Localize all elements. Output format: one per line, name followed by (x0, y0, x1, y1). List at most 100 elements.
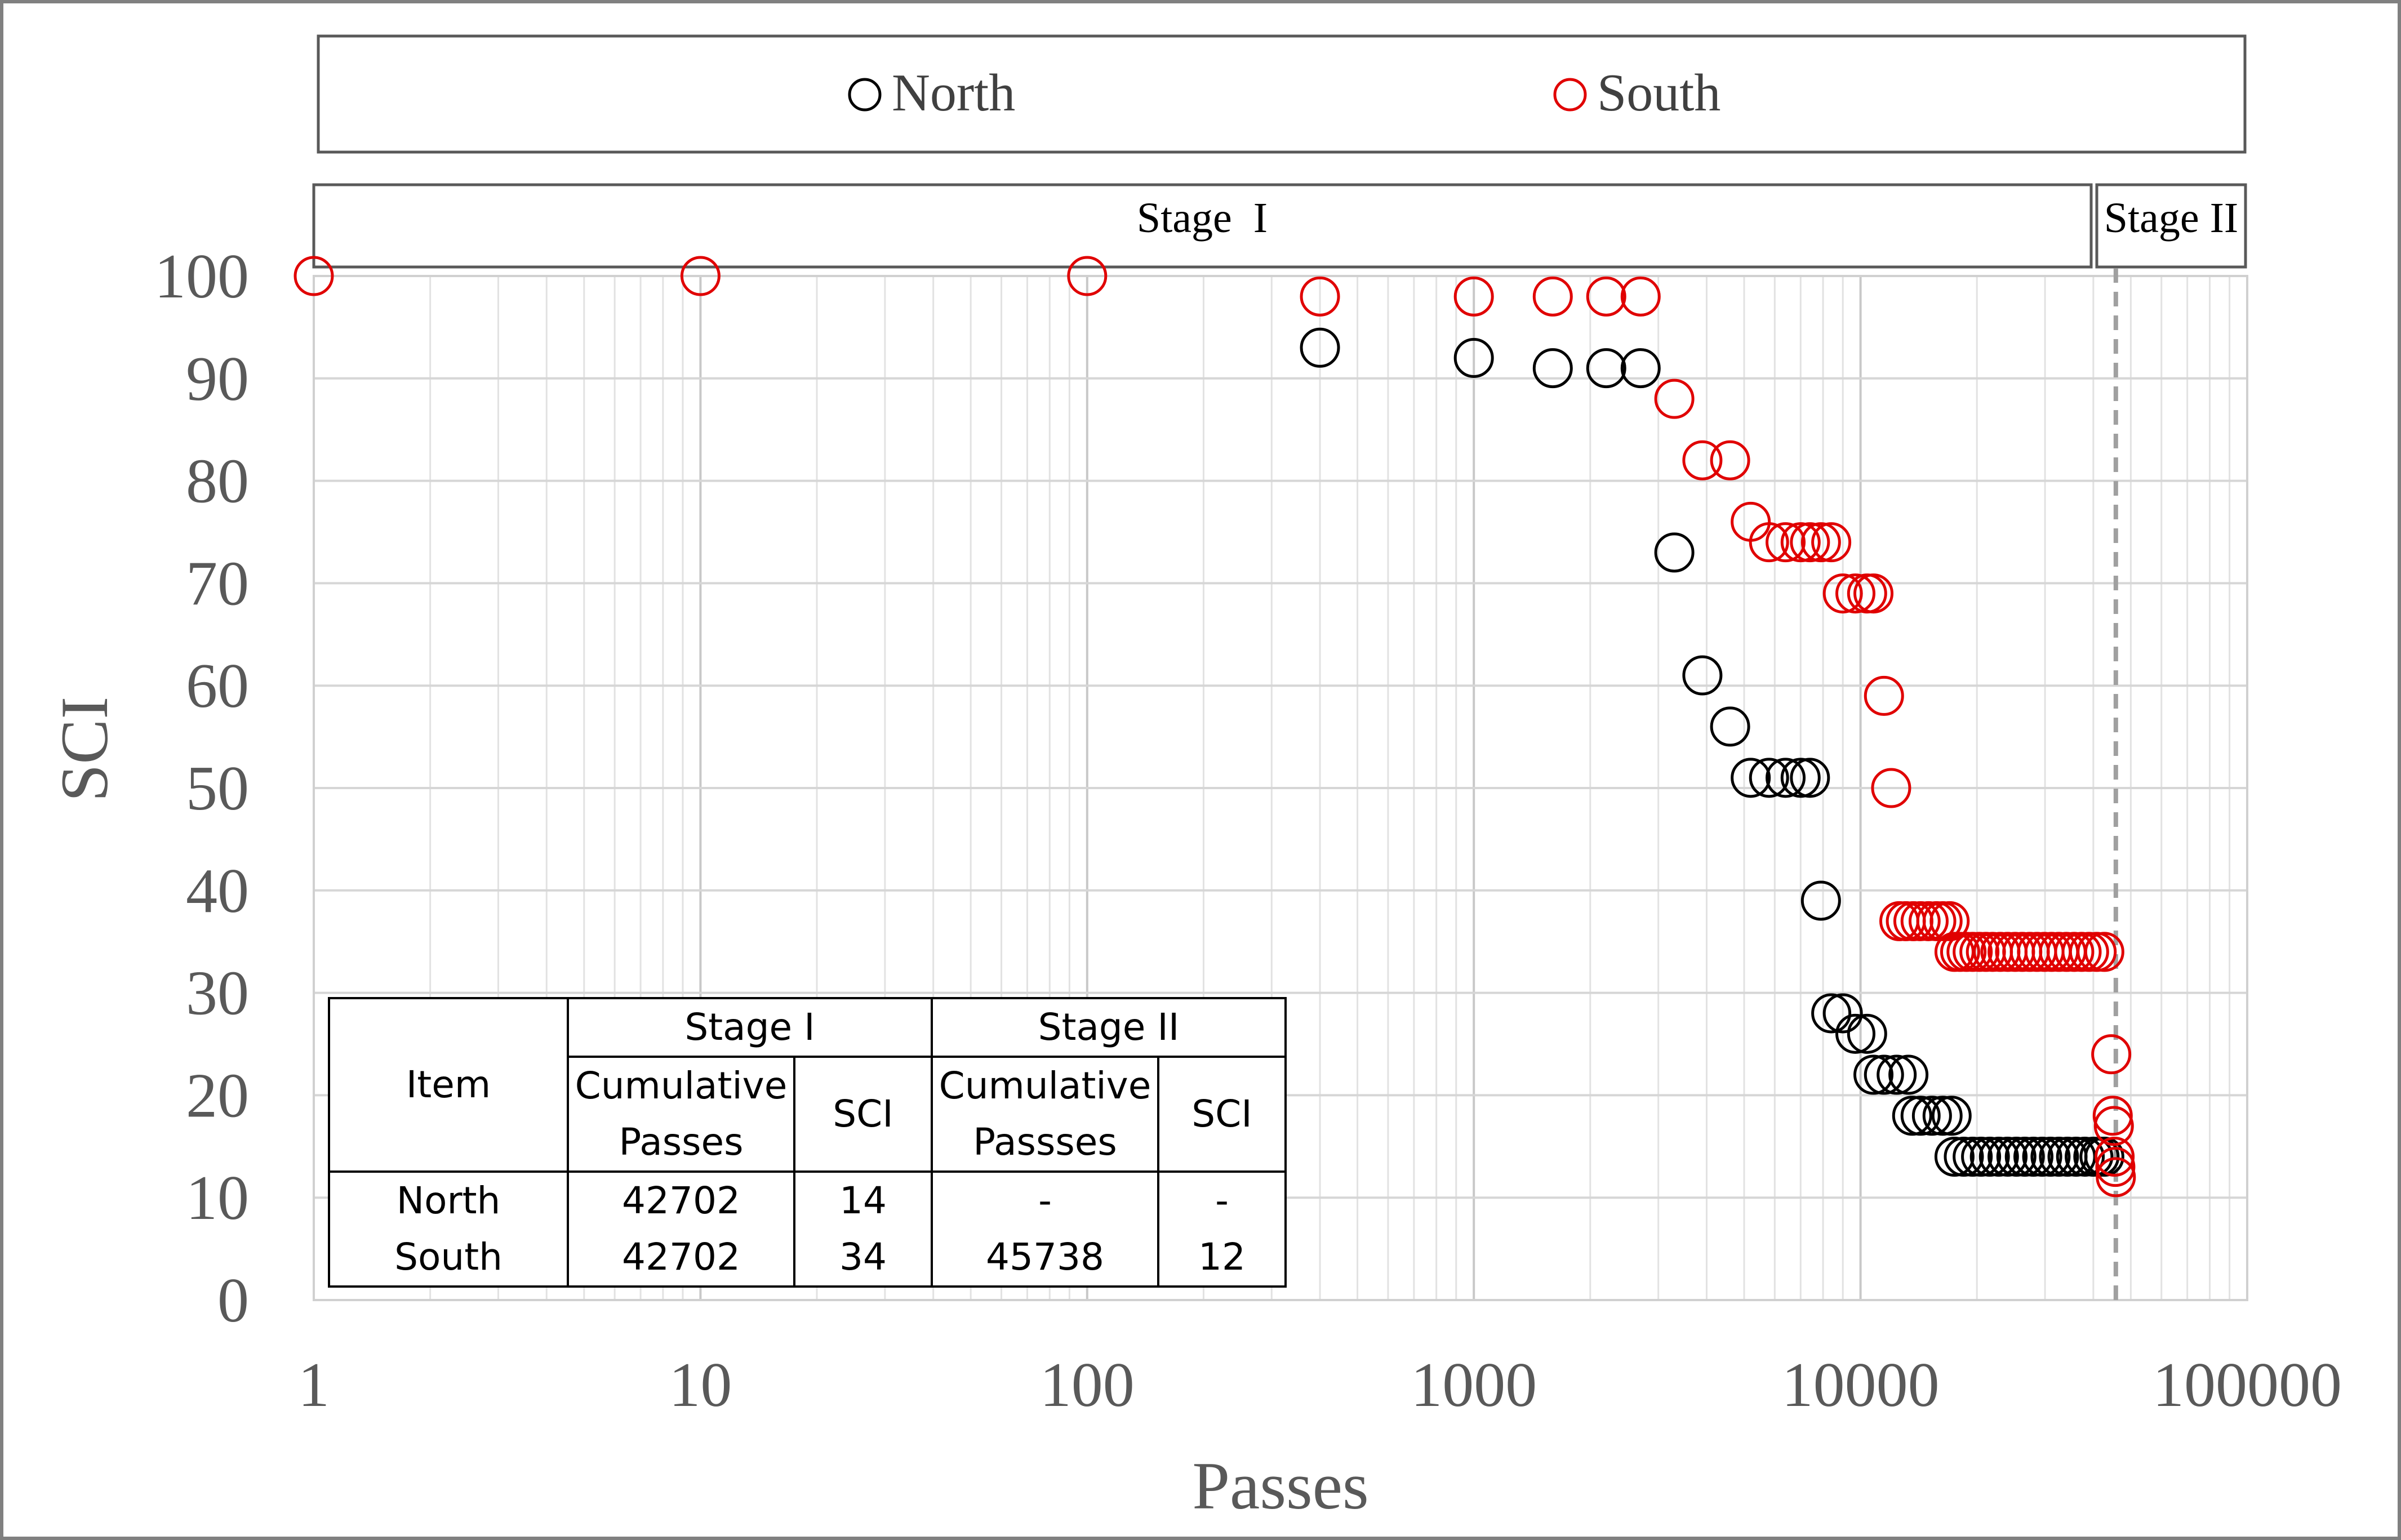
data-point-north (1953, 1136, 1993, 1177)
y-tick-label: 20 (186, 1061, 249, 1130)
data-point-north (1800, 880, 1841, 921)
data-point-south (2093, 1106, 2134, 1146)
data-point-south (2095, 1136, 2135, 1177)
x-tick-label: 100 (1040, 1350, 1135, 1420)
y-tick-label: 30 (186, 959, 249, 1029)
data-point-north (1892, 1096, 1932, 1136)
table-cell-cum1: 42702 (567, 1229, 795, 1288)
data-point-south (2069, 932, 2109, 972)
x-axis-ticks: 1 10 100 1000 10000 100000 (298, 1350, 2342, 1420)
stage-2-box (2095, 183, 2247, 269)
data-point-north (1811, 993, 1852, 1034)
data-point-north (1961, 1136, 2002, 1177)
data-point-north (1864, 1054, 1904, 1095)
data-point-north (1931, 1096, 1972, 1136)
data-point-south (1532, 276, 1573, 317)
data-point-north (1822, 993, 1863, 1034)
stage-2-label: Stage II (2104, 194, 2238, 242)
x-axis-title: Passes (1192, 1448, 1368, 1523)
data-point-south (2092, 1096, 2133, 1136)
data-point-north (1790, 758, 1830, 798)
data-point-south (1853, 573, 1894, 614)
data-point-north (1654, 532, 1695, 573)
stage-1-box (312, 183, 2093, 269)
x-tick-label: 10000 (1782, 1350, 1940, 1420)
data-point-north (1900, 1096, 1941, 1136)
data-point-south (1900, 901, 1941, 941)
table-header-stage2: Stage II (931, 997, 1287, 1058)
data-point-north (1731, 758, 1771, 798)
y-tick-label: 70 (186, 549, 249, 618)
data-point-north (1934, 1136, 1975, 1177)
data-point-south (1620, 276, 1661, 317)
table-cell-sci1: 14 (793, 1170, 933, 1229)
data-point-north (1532, 348, 1573, 389)
data-point-south (680, 256, 721, 296)
data-point-north (1835, 1013, 1876, 1054)
data-point-south (1586, 276, 1626, 317)
plot-area-border (313, 275, 2248, 1301)
data-point-south (1710, 440, 1750, 480)
y-tick-label: 40 (186, 856, 249, 926)
data-point-north (1888, 1054, 1929, 1095)
table-header-cum2: Cumulative Passses (931, 1056, 1159, 1173)
y-tick-label: 60 (186, 651, 249, 721)
data-point-north (1586, 348, 1626, 389)
table-row: South 42702 34 45738 12 (328, 1229, 1287, 1288)
data-point-south (1790, 522, 1830, 563)
table-cell-sci1: 34 (793, 1229, 933, 1288)
data-point-south (1749, 522, 1789, 563)
table-cell-sci2: 12 (1157, 1229, 1287, 1288)
data-point-south (1864, 675, 1904, 716)
data-point-south (2095, 1147, 2136, 1187)
data-point-north (1682, 655, 1723, 696)
data-point-south (1800, 522, 1841, 563)
data-point-north (1453, 337, 1494, 378)
data-point-north (1749, 758, 1789, 798)
y-tick-label: 50 (186, 754, 249, 824)
data-point-south (2096, 1157, 2136, 1198)
data-point-south (1811, 522, 1852, 563)
data-point-south (1929, 901, 1970, 941)
y-tick-label: 90 (186, 344, 249, 414)
legend-north-marker (848, 78, 882, 112)
table-header-cum1: Cumulative Passes (567, 1056, 795, 1173)
y-tick-label: 10 (186, 1163, 249, 1233)
data-point-south (1835, 573, 1876, 614)
data-point-north (1300, 327, 1340, 368)
data-point-south (2077, 932, 2117, 972)
data-point-north (1710, 706, 1750, 747)
data-point-north (1847, 1013, 1887, 1054)
data-point-north (1766, 758, 1806, 798)
table-cell-cum2: 45738 (931, 1229, 1159, 1288)
data-point-south (1780, 522, 1821, 563)
data-point-south (2084, 932, 2124, 972)
legend-south-marker (1553, 78, 1587, 112)
table-cell-cum1: 42702 (567, 1170, 795, 1229)
table-header-item: Item (328, 997, 569, 1173)
data-point-south (1822, 573, 1863, 614)
y-tick-label: 80 (186, 447, 249, 517)
data-point-north (2084, 1136, 2124, 1177)
data-point-south (1908, 901, 1949, 941)
data-point-south (1766, 522, 1806, 563)
x-tick-label: 100000 (2153, 1350, 2342, 1420)
data-point-north (2030, 1136, 2071, 1177)
x-tick-label: 1 (298, 1350, 330, 1420)
data-point-north (1780, 758, 1821, 798)
data-point-north (1922, 1096, 1963, 1136)
data-point-north (1911, 1096, 1952, 1136)
data-point-north (2022, 1136, 2062, 1177)
table-cell-item: North (328, 1170, 569, 1229)
y-axis-ticks: 0 10 20 30 40 50 60 70 80 90 100 (154, 242, 249, 1336)
data-point-north (2004, 1136, 2045, 1177)
y-tick-label: 0 (217, 1266, 249, 1336)
table-row: North 42702 14 - - (328, 1170, 1287, 1229)
table-cell-sci2: - (1157, 1170, 1287, 1229)
data-point-north (1944, 1136, 1984, 1177)
data-point-north (1877, 1054, 1917, 1095)
data-point-south (1682, 440, 1723, 480)
data-point-south (1871, 768, 1911, 808)
data-point-south (2061, 932, 2102, 972)
